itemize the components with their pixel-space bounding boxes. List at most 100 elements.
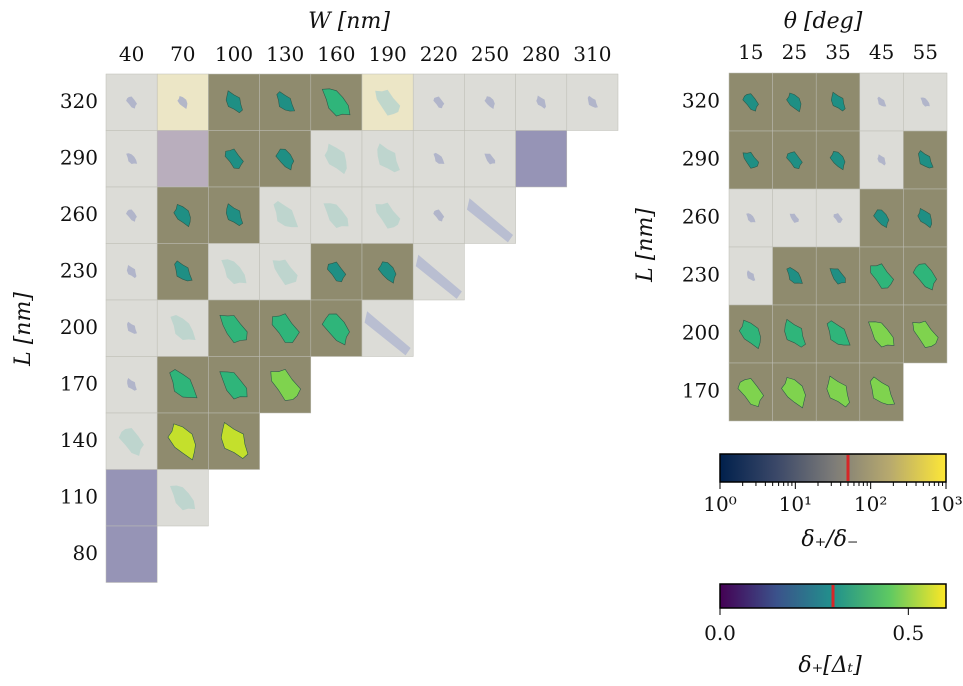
tick-label: 290: [682, 147, 720, 171]
heatmap-cell: [859, 72, 904, 132]
heatmap-cell: [156, 469, 209, 527]
cell-background: [815, 72, 861, 132]
y-tick-labels-length: 320 290 260 230 200 170 140 110 80: [60, 89, 98, 565]
tick-label: 70: [170, 42, 195, 66]
heatmap-cell: [566, 73, 619, 131]
heatmap-cell: [156, 130, 209, 188]
particle-shape: [737, 378, 764, 407]
heatmap-cell: [208, 186, 260, 244]
heatmap-cell: [105, 130, 158, 188]
particle-shape: [173, 203, 191, 228]
particle-shape: [742, 93, 759, 112]
tick-label: 320: [682, 89, 720, 113]
heatmap-cell: [105, 469, 158, 527]
heatmap-cell: [259, 73, 312, 131]
heatmap-cell: [728, 130, 773, 190]
right-heatmap-cells: [728, 72, 948, 422]
cell-background: [156, 130, 209, 188]
particle-shape-faint: [126, 209, 137, 222]
particle-shape-faint: [433, 209, 445, 222]
heatmap-cell: [156, 412, 209, 470]
particle-shape-faint: [587, 95, 598, 108]
heatmap-cell: [208, 412, 260, 470]
particle-shape: [220, 421, 249, 459]
tick-label: 55: [912, 40, 937, 64]
heatmap-cell: [310, 299, 363, 357]
x-tick-labels-width: 40 70 100 130 160 190 220 250 280 310: [119, 42, 612, 66]
particle-shape: [167, 423, 196, 461]
particle-shape: [270, 368, 301, 401]
particle-shape: [321, 88, 351, 117]
particle-shape: [224, 148, 244, 169]
tick-label: 260: [60, 202, 98, 226]
heatmap-cell: [105, 186, 158, 244]
heatmap-cell: [259, 356, 312, 414]
colorbar-ratio-tick-labels: 10⁰ 10¹ 10² 10³: [703, 482, 963, 516]
particle-shape-faint: [466, 198, 514, 243]
heatmap-cell: [105, 525, 158, 583]
particle-shape: [829, 268, 846, 285]
heatmap-cell: [156, 299, 209, 357]
x-axis-label-width: W [nm]: [308, 9, 390, 34]
heatmap-cell: [361, 186, 414, 244]
heatmap-cell: [772, 130, 817, 190]
heatmap-cell: [903, 188, 948, 248]
particle-shape: [321, 313, 350, 346]
tick-label: 290: [60, 145, 98, 169]
colorbar-delta-tick-labels: 0.0 0.5: [704, 608, 924, 645]
heatmap-cell: [310, 243, 363, 301]
particle-shape: [786, 151, 803, 170]
heatmap-cell: [259, 243, 312, 301]
particle-shape: [786, 267, 803, 284]
particle-shape: [276, 91, 296, 112]
heatmap-cell: [259, 130, 312, 188]
tick-label: 0.5: [892, 621, 924, 645]
particle-shape-faint: [170, 485, 196, 511]
tick-label: 130: [266, 42, 304, 66]
tick-label: 230: [682, 263, 720, 287]
heatmap-cell: [859, 304, 904, 364]
particle-shape: [225, 203, 244, 226]
tick-label: 110: [60, 484, 98, 508]
particle-shape-faint: [324, 143, 347, 175]
heatmap-cell: [310, 186, 363, 244]
heatmap-cell: [772, 362, 817, 422]
heatmap-cell: [208, 356, 260, 414]
particle-shape: [830, 91, 846, 112]
particle-shape: [169, 369, 198, 399]
particle-shape-faint: [877, 96, 887, 107]
particle-shape-faint: [375, 202, 401, 229]
particle-shape: [826, 320, 851, 346]
heatmap-cell: [156, 356, 209, 414]
tick-label: 310: [573, 42, 611, 66]
colorbar-delta: 0.0 0.5 δ₊[Δₜ]: [704, 583, 947, 678]
heatmap-cell: [156, 73, 209, 131]
tick-label: 15: [738, 40, 763, 64]
particle-shape-faint: [747, 270, 756, 281]
tick-label: 80: [73, 541, 98, 565]
heatmap-cell: [310, 130, 363, 188]
particle-shape: [917, 208, 933, 229]
tick-label: 10¹: [779, 492, 812, 516]
particle-shape-faint: [377, 143, 400, 173]
particle-shape: [786, 92, 802, 113]
particle-shape: [868, 321, 895, 348]
heatmap-cell: [859, 188, 904, 248]
particle-shape: [377, 261, 397, 284]
heatmap-cell: [208, 243, 260, 301]
particle-shape-faint: [177, 96, 188, 109]
heatmap-cell: [208, 299, 260, 357]
heatmap-cell: [156, 186, 209, 244]
particle-shape-faint: [375, 89, 401, 116]
heatmap-cell: [259, 186, 312, 244]
particle-shape: [275, 148, 295, 171]
tick-label: 170: [60, 371, 98, 395]
x-axis-label-angle: θ [deg]: [784, 9, 863, 34]
tick-label: 160: [317, 42, 355, 66]
particle-shape: [742, 151, 760, 169]
tick-label: 35: [825, 40, 850, 64]
y-axis-label-length-right: L [nm]: [633, 208, 658, 283]
particle-shape-faint: [126, 265, 137, 279]
heatmap-cell: [772, 246, 817, 306]
